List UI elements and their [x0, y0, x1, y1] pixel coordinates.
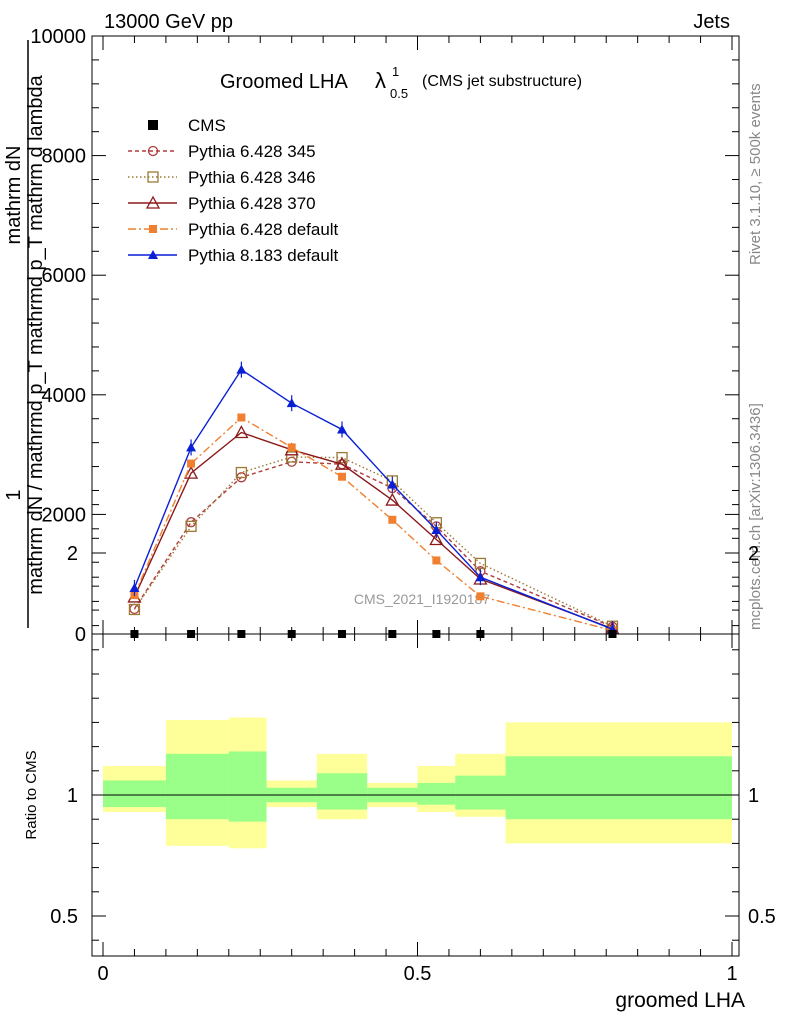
legend-marker [147, 171, 159, 183]
y-tick-label: 2000 [42, 504, 87, 526]
ratio-tick-label: 2 [67, 543, 78, 565]
y-axis-label-main: mathrm dN / mathrmd p_T mathrmd p_T math… [25, 74, 47, 594]
x-axis-label: groomed LHA [615, 989, 745, 1012]
legend-marker [149, 225, 157, 233]
series-point [429, 532, 444, 546]
series-point [185, 520, 197, 533]
series-point [187, 459, 196, 468]
legend-label: Pythia 6.428 346 [188, 168, 316, 187]
series-point [128, 603, 141, 616]
series-point [235, 466, 248, 479]
legend-item: Pythia 6.428 346 [128, 168, 316, 187]
title-sup: 1 [392, 64, 399, 79]
ratio-tick-label-right: 1 [748, 785, 759, 807]
y-tick-label: 0 [75, 624, 86, 646]
mcplots-label: mcplots.cern.ch [arXiv:1306.3436] [747, 403, 764, 630]
legend-item-cms: CMS [148, 116, 226, 135]
series-line [133, 416, 613, 632]
legend-label: Pythia 6.428 default [188, 220, 339, 239]
header-left: 13000 GeV pp [104, 11, 233, 33]
ratio-band-inner [103, 780, 166, 808]
y-tick-label: 6000 [42, 265, 87, 287]
legend-item: Pythia 6.428 345 [128, 142, 316, 161]
y-tick-label: 10000 [30, 26, 86, 48]
ratio-tick-label-right: 0.5 [748, 906, 776, 928]
ratio-tick-label: 0.5 [50, 906, 78, 928]
series-point [287, 443, 296, 452]
title-main: Groomed LHA [220, 71, 348, 93]
ratio-panel: 0.5 0.5 1 1 2 2 0 0.5 1 Ratio to CMS [23, 504, 776, 985]
series-point [286, 451, 298, 463]
x-tick-label: 1 [726, 963, 737, 985]
series-point [334, 456, 350, 470]
y-axis-label: 1 mathrm dN / mathrmd p_T mathrmd p_T ma… [3, 40, 47, 628]
title-sub: 0.5 [390, 86, 408, 101]
legend: CMS Pythia 6.428 345 Pythia 6.428 346 Pythi… [128, 116, 339, 265]
series-point [338, 472, 347, 481]
chart-title: Groomed LHA λ 1 0.5 (CMS jet substructur… [220, 64, 582, 101]
ratio-band-inner [417, 782, 456, 805]
legend-item: Pythia 6.428 default [128, 220, 339, 239]
ratio-bands [103, 717, 732, 849]
ratio-band-inner [165, 753, 229, 820]
rivet-label: Rivet 3.1.10, ≥ 500k events [747, 83, 764, 265]
ratio-ticks: 0.5 0.5 1 1 2 2 0 0.5 1 [50, 504, 776, 985]
ratio-y-label: Ratio to CMS [23, 750, 40, 839]
legend-label-cms: CMS [188, 116, 226, 135]
series-point [385, 492, 400, 506]
series-point [474, 557, 487, 570]
ratio-tick-label: 1 [67, 785, 78, 807]
error-bars [133, 361, 614, 638]
legend-item: Pythia 8.183 default [128, 246, 339, 265]
y-axis-label-numerator: 1 [3, 489, 25, 500]
series-point [234, 425, 249, 439]
series-point [336, 451, 348, 464]
x-tick-label: 0 [97, 963, 108, 985]
main-ticks: 0 2000 4000 6000 8000 10000 [30, 26, 739, 646]
series-point [388, 515, 397, 524]
legend-marker [145, 195, 161, 209]
y-tick-label: 4000 [42, 385, 87, 407]
ratio-band-inner [505, 756, 732, 820]
title-lambda: λ [375, 68, 386, 93]
y-tick-label: 8000 [42, 146, 87, 168]
header-right: Jets [693, 11, 730, 33]
series-point [183, 465, 199, 479]
legend-item: Pythia 6.428 370 [128, 194, 316, 213]
title-extra: (CMS jet substructure) [422, 73, 582, 90]
ratio-band-inner [455, 775, 506, 810]
main-series [127, 361, 620, 638]
series-point [432, 556, 441, 565]
series-line [133, 431, 613, 630]
main-panel: 0 2000 4000 6000 8000 10000 CMS_2021_I1920187 [30, 26, 740, 646]
ratio-tick-label-right: 2 [748, 543, 759, 565]
legend-label: Pythia 8.183 default [188, 246, 339, 265]
ratio-band-inner [316, 773, 368, 810]
legend-label: Pythia 6.428 370 [188, 194, 316, 213]
legend-label: Pythia 6.428 345 [188, 142, 316, 161]
series-point [476, 592, 485, 601]
ratio-band-inner [228, 751, 267, 822]
legend-marker-cms [148, 120, 158, 130]
series-point [185, 517, 197, 528]
legend-marker [147, 145, 159, 157]
legend-marker [148, 250, 158, 259]
x-tick-label: 0.5 [404, 963, 432, 985]
y-axis-label-dn: mathrm dN [3, 146, 25, 245]
watermark: CMS_2021_I1920187 [354, 591, 490, 607]
series-point [237, 413, 246, 422]
